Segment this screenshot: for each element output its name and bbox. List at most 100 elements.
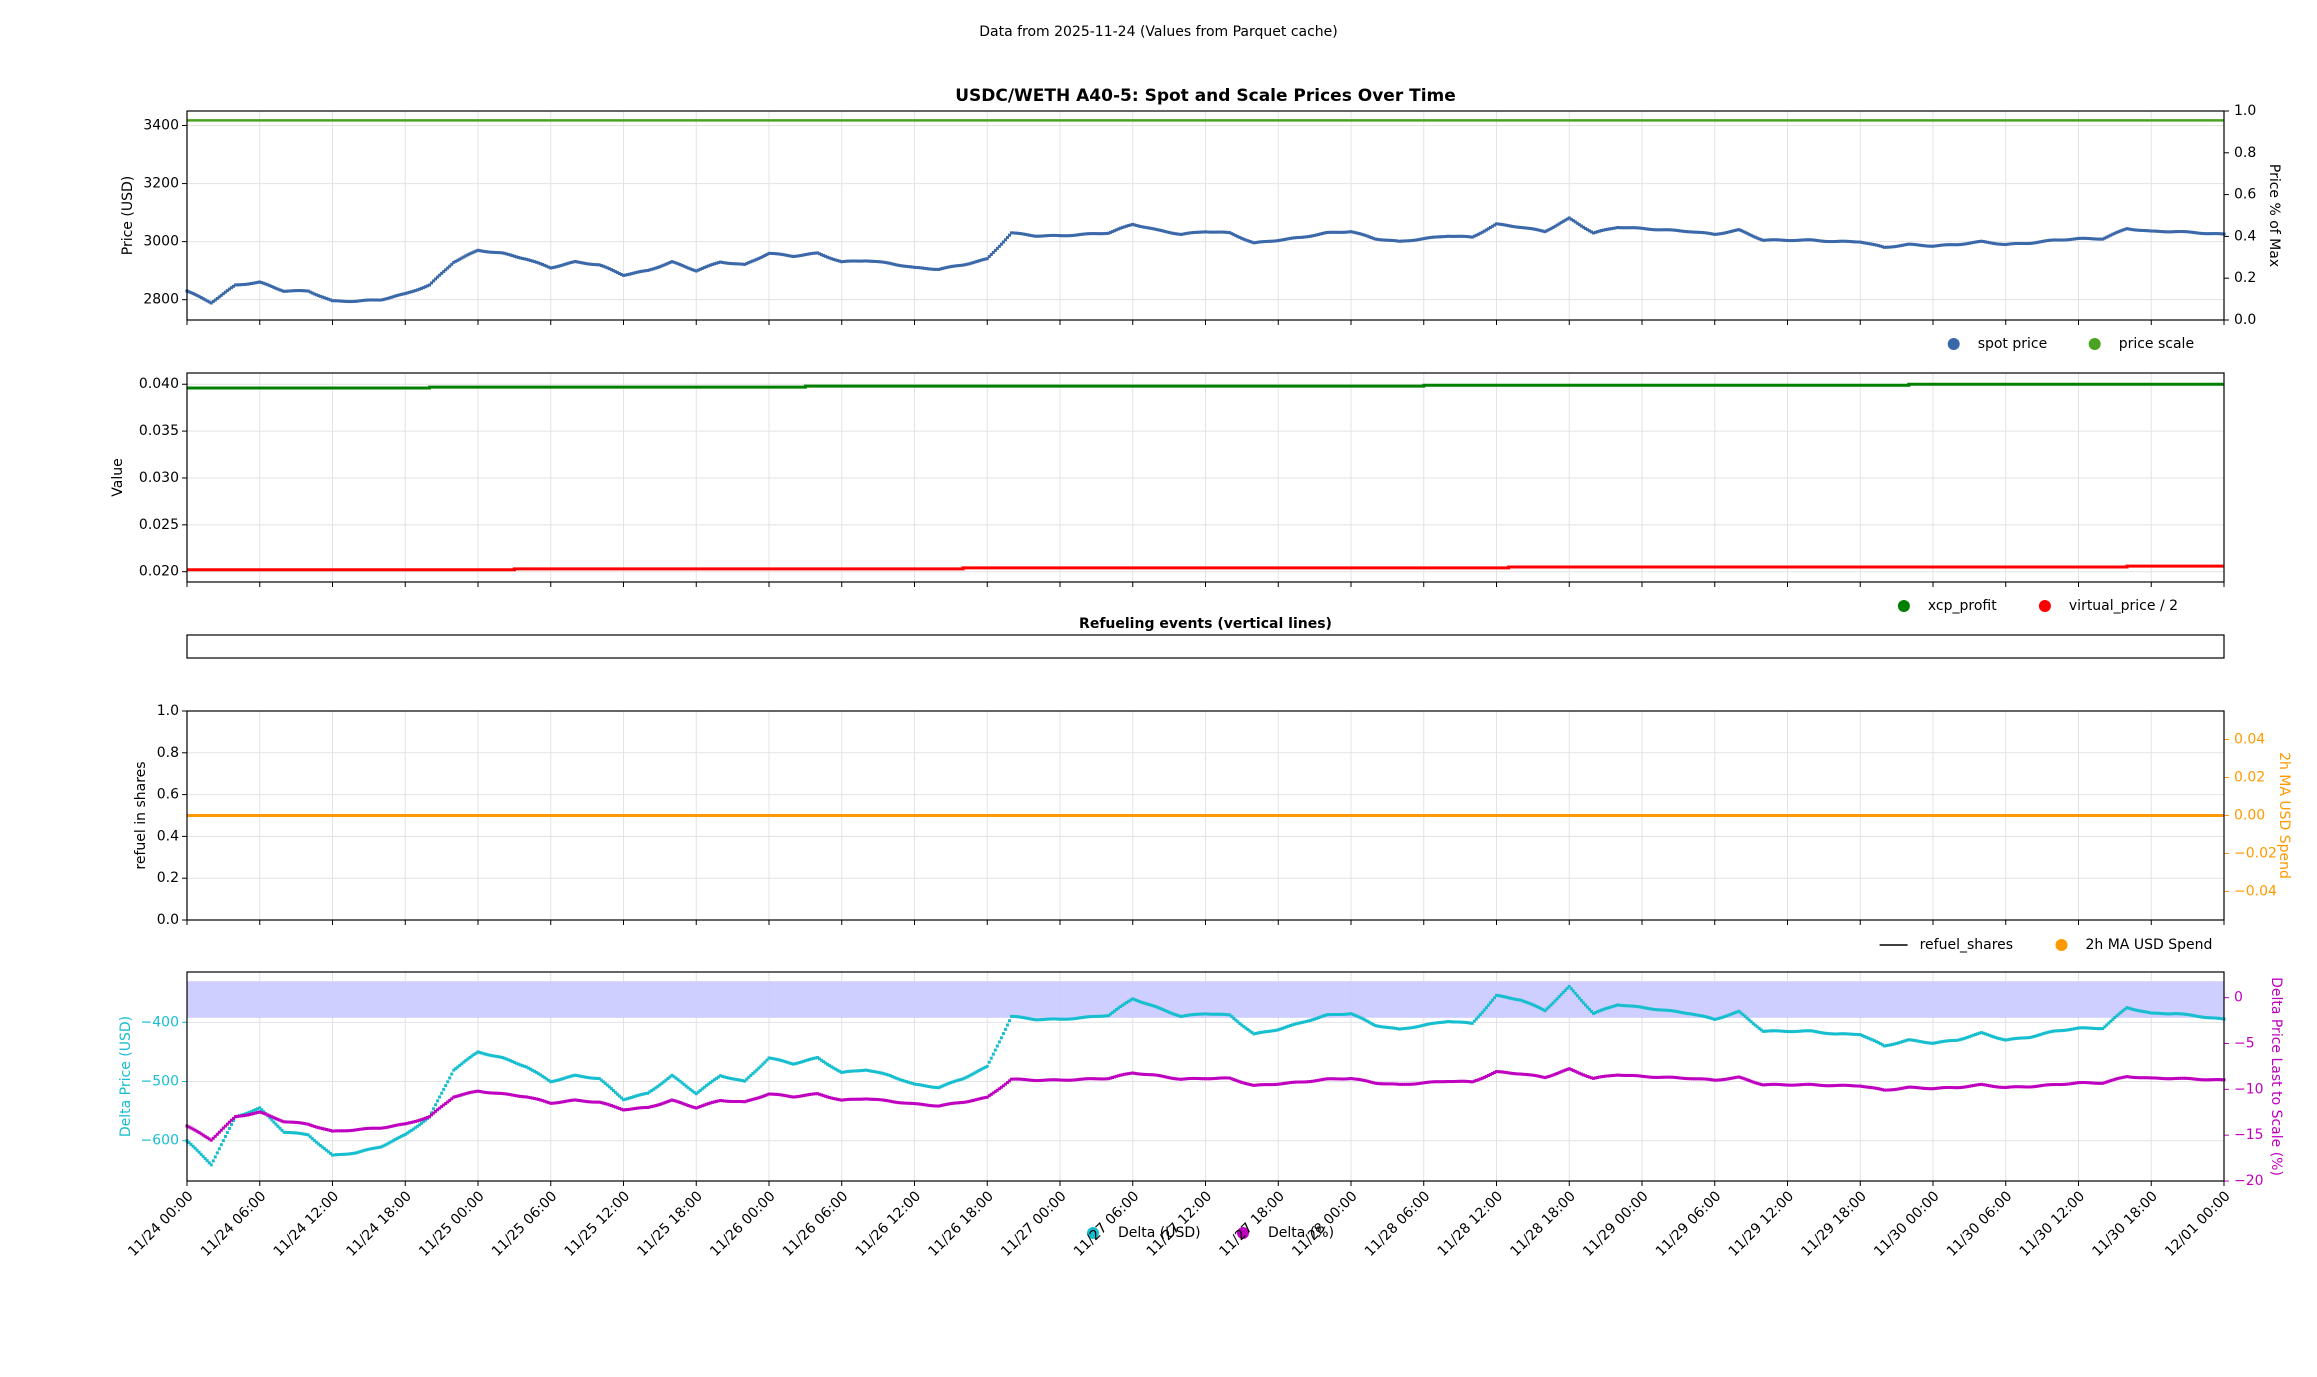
delta-usd-point bbox=[1707, 1016, 1711, 1020]
delta-usd-point bbox=[1199, 1012, 1203, 1016]
delta-usd-point bbox=[664, 1078, 668, 1082]
spot-price-point bbox=[2006, 242, 2010, 246]
delta-pct-point bbox=[1426, 1080, 1430, 1084]
delta-usd-point bbox=[2020, 1036, 2024, 1040]
delta-pct-point bbox=[1691, 1077, 1695, 1081]
x-tick-label: 11/26 00:00 bbox=[707, 1188, 779, 1260]
delta-pct-point bbox=[2028, 1085, 2032, 1089]
delta-pct-point bbox=[454, 1095, 458, 1099]
spot-price-point bbox=[617, 272, 621, 276]
delta-usd-point bbox=[1852, 1032, 1856, 1036]
delta-pct-point bbox=[284, 1120, 288, 1124]
delta-usd-point bbox=[1098, 1014, 1102, 1018]
spot-price-point bbox=[304, 289, 308, 293]
delta-usd-point bbox=[1529, 1002, 1533, 1006]
spot-price-point bbox=[1660, 228, 1664, 232]
delta-pct-point bbox=[1775, 1082, 1779, 1086]
delta-usd-point bbox=[1478, 1013, 1482, 1017]
y-tick-label: 0.6 bbox=[157, 787, 179, 803]
spot-price-point bbox=[1353, 231, 1357, 235]
delta-pct-point bbox=[1107, 1077, 1110, 1081]
delta-pct-point bbox=[1339, 1077, 1343, 1081]
delta-pct-point bbox=[2192, 1077, 2196, 1081]
spot-price-point bbox=[2113, 231, 2117, 235]
delta-usd-point bbox=[2079, 1026, 2083, 1030]
delta-usd-point bbox=[686, 1086, 690, 1090]
spot-price-point bbox=[260, 281, 264, 285]
delta-pct-point bbox=[644, 1106, 648, 1110]
delta-usd-point bbox=[1796, 1029, 1800, 1033]
delta-pct-point bbox=[1777, 1083, 1781, 1087]
delta-usd-point bbox=[917, 1083, 921, 1087]
delta-pct-point bbox=[2099, 1081, 2103, 1085]
delta-usd-point bbox=[452, 1068, 456, 1072]
spot-price-point bbox=[737, 262, 741, 266]
delta-usd-point bbox=[1090, 1015, 1094, 1019]
delta-usd-point bbox=[1686, 1012, 1690, 1016]
spot-price-point bbox=[1828, 240, 1832, 244]
delta-usd-point bbox=[1499, 994, 1503, 998]
spot-price-point bbox=[1096, 232, 1100, 236]
spot-price-point bbox=[1842, 239, 1846, 243]
spot-price-point bbox=[1208, 230, 1212, 234]
delta-pct-point bbox=[828, 1096, 832, 1100]
delta-usd-point bbox=[377, 1145, 381, 1149]
delta-usd-point bbox=[282, 1130, 286, 1134]
delta-pct-point bbox=[1885, 1088, 1889, 1092]
spot-price-point bbox=[985, 257, 989, 261]
delta-usd-point bbox=[1092, 1014, 1096, 1018]
delta-pct-point bbox=[1648, 1075, 1652, 1079]
delta-pct-point bbox=[1246, 1082, 1250, 1086]
spot-price-point bbox=[2196, 231, 2200, 235]
delta-pct-point bbox=[571, 1098, 575, 1102]
delta-usd-point bbox=[359, 1149, 363, 1153]
delta-usd-point bbox=[571, 1074, 575, 1078]
delta-pct-point bbox=[1270, 1083, 1274, 1087]
delta-usd-point bbox=[906, 1080, 910, 1084]
delta-pct-point bbox=[1278, 1082, 1282, 1086]
delta-usd-point bbox=[254, 1108, 258, 1112]
delta-pct-point bbox=[737, 1100, 741, 1104]
delta-usd-point bbox=[1309, 1018, 1313, 1022]
delta-usd-point bbox=[339, 1152, 343, 1156]
delta-pct-point bbox=[1592, 1076, 1595, 1080]
spot-price-point bbox=[1046, 234, 1050, 238]
delta-pct-point bbox=[634, 1106, 638, 1110]
spot-price-point bbox=[1929, 244, 1933, 248]
spot-price-point bbox=[2210, 232, 2214, 236]
spot-price-point bbox=[1014, 231, 1018, 235]
delta-pct-point bbox=[1559, 1070, 1563, 1074]
spot-price-point bbox=[609, 268, 613, 272]
spot-price-point bbox=[745, 261, 749, 265]
delta-usd-point bbox=[442, 1087, 446, 1091]
delta-usd-point bbox=[2204, 1016, 2208, 1020]
spot-price-point bbox=[1450, 234, 1454, 238]
spot-price-point bbox=[1713, 232, 1717, 236]
spot-price-point bbox=[387, 296, 391, 300]
spot-price-point bbox=[712, 262, 716, 266]
delta-usd-point bbox=[1298, 1021, 1302, 1025]
delta-pct-point bbox=[2083, 1081, 2087, 1085]
delta-usd-point bbox=[1897, 1041, 1901, 1045]
delta-pct-point bbox=[1492, 1071, 1496, 1075]
delta-usd-point bbox=[2087, 1026, 2091, 1030]
spot-price-point bbox=[1042, 234, 1046, 238]
delta-pct-point bbox=[1389, 1082, 1393, 1086]
delta-usd-point bbox=[1398, 1027, 1401, 1031]
delta-usd-point bbox=[209, 1163, 213, 1167]
delta-usd-point bbox=[1818, 1030, 1822, 1034]
delta-usd-point bbox=[1943, 1039, 1947, 1043]
delta-pct-point bbox=[1400, 1082, 1404, 1086]
delta-usd-point bbox=[351, 1151, 355, 1155]
delta-pct-point bbox=[1531, 1073, 1535, 1077]
delta-usd-point bbox=[1276, 1028, 1280, 1032]
spot-price-point bbox=[955, 264, 959, 268]
spot-price-point bbox=[888, 261, 892, 265]
delta-usd-point bbox=[1840, 1032, 1844, 1036]
spot-price-point bbox=[1329, 230, 1333, 234]
delta-usd-point bbox=[1810, 1029, 1814, 1033]
spot-price-point bbox=[1173, 232, 1177, 236]
delta-pct-point bbox=[413, 1119, 417, 1123]
y-axis-label: Price (USD) bbox=[120, 176, 136, 255]
spot-price-point bbox=[1373, 237, 1377, 241]
